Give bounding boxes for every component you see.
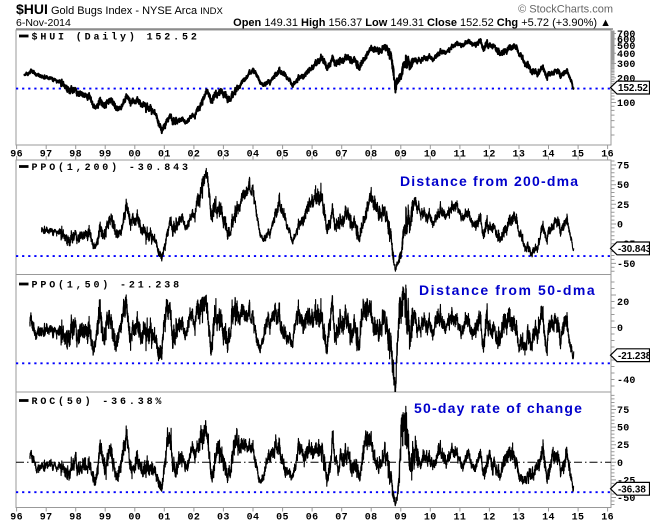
svg-text:12: 12 [483, 513, 496, 524]
svg-text:-21.238: -21.238 [618, 351, 650, 362]
svg-text:11: 11 [453, 150, 466, 161]
svg-text:25: 25 [617, 201, 629, 212]
svg-text:09: 09 [394, 513, 407, 524]
svg-text:700: 700 [617, 30, 636, 41]
svg-text:-50: -50 [617, 494, 636, 505]
svg-text:99: 99 [99, 150, 112, 161]
svg-text:152.52: 152.52 [618, 83, 649, 94]
svg-text:PPO(1,50) -21.238: PPO(1,50) -21.238 [32, 280, 182, 292]
svg-text:07: 07 [335, 150, 348, 161]
svg-text:75: 75 [617, 161, 629, 172]
svg-text:14: 14 [542, 150, 555, 161]
svg-text:0: 0 [617, 459, 623, 470]
svg-text:05: 05 [276, 513, 289, 524]
svg-text:10: 10 [424, 150, 437, 161]
svg-text:13: 13 [513, 150, 526, 161]
svg-text:500: 500 [617, 42, 636, 53]
svg-text:00: 00 [128, 513, 141, 524]
svg-text:0: 0 [617, 221, 623, 232]
svg-text:98: 98 [69, 150, 82, 161]
svg-text:01: 01 [158, 150, 171, 161]
svg-text:14: 14 [542, 513, 555, 524]
svg-text:600: 600 [617, 35, 636, 46]
svg-text:13: 13 [513, 513, 526, 524]
svg-text:50: 50 [617, 424, 629, 435]
svg-text:-30.843: -30.843 [618, 244, 650, 255]
svg-text:0: 0 [617, 324, 623, 335]
svg-text:07: 07 [335, 513, 348, 524]
svg-text:97: 97 [40, 513, 53, 524]
svg-text:20: 20 [617, 298, 629, 309]
svg-text:15: 15 [572, 513, 585, 524]
svg-text:PPO(1,200) -30.843: PPO(1,200) -30.843 [32, 162, 191, 174]
svg-text:100: 100 [617, 99, 636, 110]
svg-text:50: 50 [617, 181, 629, 192]
svg-text:12: 12 [483, 150, 496, 161]
svg-text:06: 06 [306, 513, 319, 524]
svg-text:10: 10 [424, 513, 437, 524]
svg-text:-50: -50 [617, 260, 636, 271]
svg-text:11: 11 [453, 513, 466, 524]
svg-text:50-day rate of change: 50-day rate of change [414, 400, 583, 416]
svg-text:08: 08 [365, 150, 378, 161]
svg-text:6-Nov-2014: 6-Nov-2014 [16, 17, 71, 29]
svg-text:ROC(50) -36.38%: ROC(50) -36.38% [32, 396, 165, 408]
svg-text:16: 16 [601, 150, 614, 161]
svg-text:98: 98 [69, 513, 82, 524]
svg-text:96: 96 [10, 513, 23, 524]
svg-text:97: 97 [40, 150, 53, 161]
svg-text:Open 149.31 High 156.37 Low 14: Open 149.31 High 156.37 Low 149.31 Close… [233, 17, 611, 29]
svg-text:300: 300 [617, 60, 636, 71]
svg-text:Distance from 50-dma: Distance from 50-dma [419, 282, 596, 298]
svg-text:03: 03 [217, 150, 230, 161]
svg-text:03: 03 [217, 513, 230, 524]
svg-text:08: 08 [365, 513, 378, 524]
svg-text:200: 200 [617, 74, 636, 85]
svg-text:06: 06 [306, 150, 319, 161]
svg-text:00: 00 [128, 150, 141, 161]
svg-text:02: 02 [187, 150, 200, 161]
svg-text:$HUI Gold Bugs Index - NYSE Ar: $HUI Gold Bugs Index - NYSE Arca INDX [16, 1, 224, 17]
svg-text:© StockCharts.com: © StockCharts.com [518, 4, 613, 16]
svg-text:09: 09 [394, 150, 407, 161]
svg-text:02: 02 [187, 513, 200, 524]
svg-text:01: 01 [158, 513, 171, 524]
svg-text:04: 04 [247, 150, 260, 161]
svg-text:16: 16 [601, 513, 614, 524]
svg-text:05: 05 [276, 150, 289, 161]
svg-text:$HUI (Daily) 152.52: $HUI (Daily) 152.52 [32, 32, 200, 44]
svg-text:75: 75 [617, 406, 629, 417]
svg-text:Distance from 200-dma: Distance from 200-dma [400, 173, 579, 189]
svg-text:15: 15 [572, 150, 585, 161]
svg-text:96: 96 [10, 150, 23, 161]
svg-text:99: 99 [99, 513, 112, 524]
svg-text:25: 25 [617, 441, 629, 452]
svg-text:04: 04 [247, 513, 260, 524]
svg-text:400: 400 [617, 50, 636, 61]
svg-text:-36.38: -36.38 [618, 484, 646, 495]
svg-text:-40: -40 [617, 376, 636, 387]
